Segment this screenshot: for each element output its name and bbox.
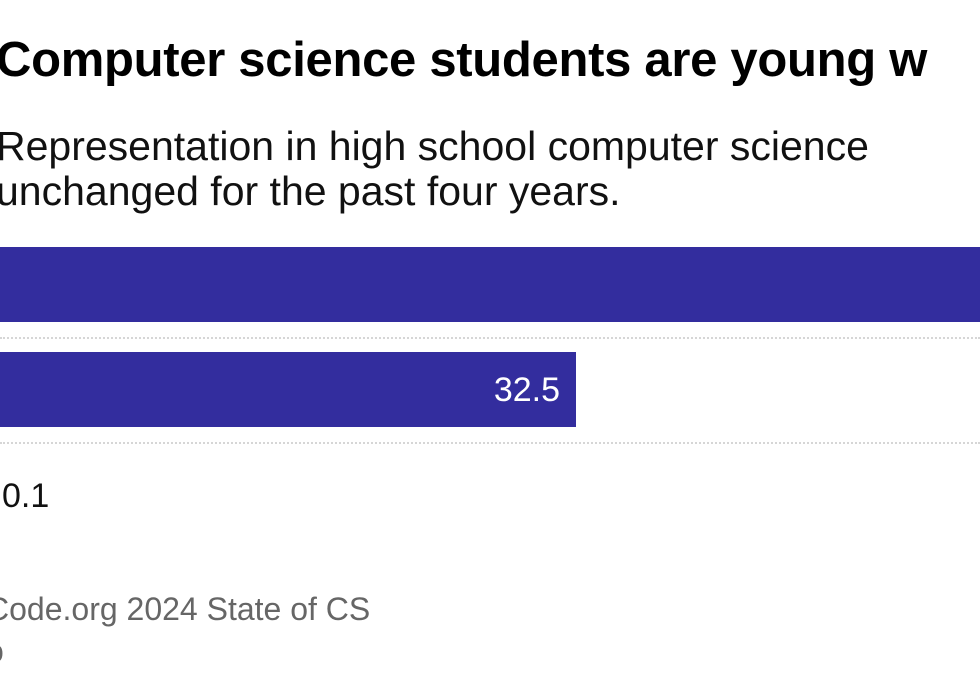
source-line-2: o [0,630,370,672]
row-separator [0,442,980,444]
bar-row-2: 32.5 [0,352,576,427]
bar-value-label: 0.1 [2,477,50,515]
subtitle-line-1: Representation in high school computer s… [0,123,869,169]
bar-row-1 [0,247,980,322]
bar-value-label: 32.5 [493,370,560,409]
chart-subtitle: Representation in high school computer s… [0,124,869,214]
source-line-1: Code.org 2024 State of CS [0,591,371,627]
chart-title: Computer science students are young w [0,33,928,87]
source-note: Code.org 2024 State of CS o [0,588,370,672]
row-separator [0,337,980,339]
subtitle-line-2: unchanged for the past four years. [0,168,621,214]
